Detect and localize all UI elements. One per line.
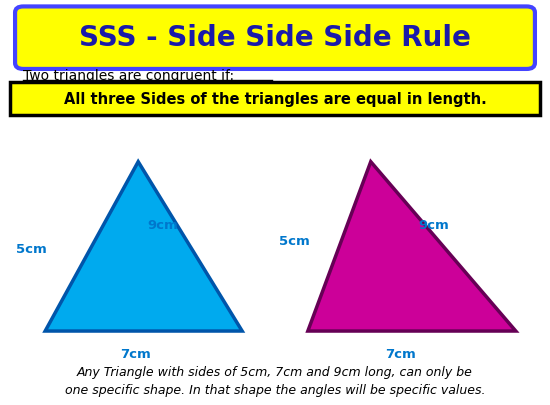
FancyBboxPatch shape: [9, 83, 541, 116]
Text: 9cm: 9cm: [147, 218, 178, 231]
Polygon shape: [45, 162, 242, 331]
Text: one specific shape. In that shape the angles will be specific values.: one specific shape. In that shape the an…: [65, 383, 485, 396]
Text: 5cm: 5cm: [279, 234, 310, 247]
Polygon shape: [308, 162, 516, 331]
Text: Two triangles are congruent if:: Two triangles are congruent if:: [23, 69, 234, 83]
Text: 7cm: 7cm: [120, 347, 151, 360]
Text: Any Triangle with sides of 5cm, 7cm and 9cm long, can only be: Any Triangle with sides of 5cm, 7cm and …: [77, 365, 473, 378]
Text: 5cm: 5cm: [16, 242, 47, 255]
Text: SSS - Side Side Side Rule: SSS - Side Side Side Rule: [79, 23, 471, 51]
Text: 7cm: 7cm: [386, 347, 416, 360]
Text: All three Sides of the triangles are equal in length.: All three Sides of the triangles are equ…: [64, 92, 486, 107]
FancyBboxPatch shape: [15, 7, 535, 70]
Text: 9cm: 9cm: [419, 218, 449, 231]
